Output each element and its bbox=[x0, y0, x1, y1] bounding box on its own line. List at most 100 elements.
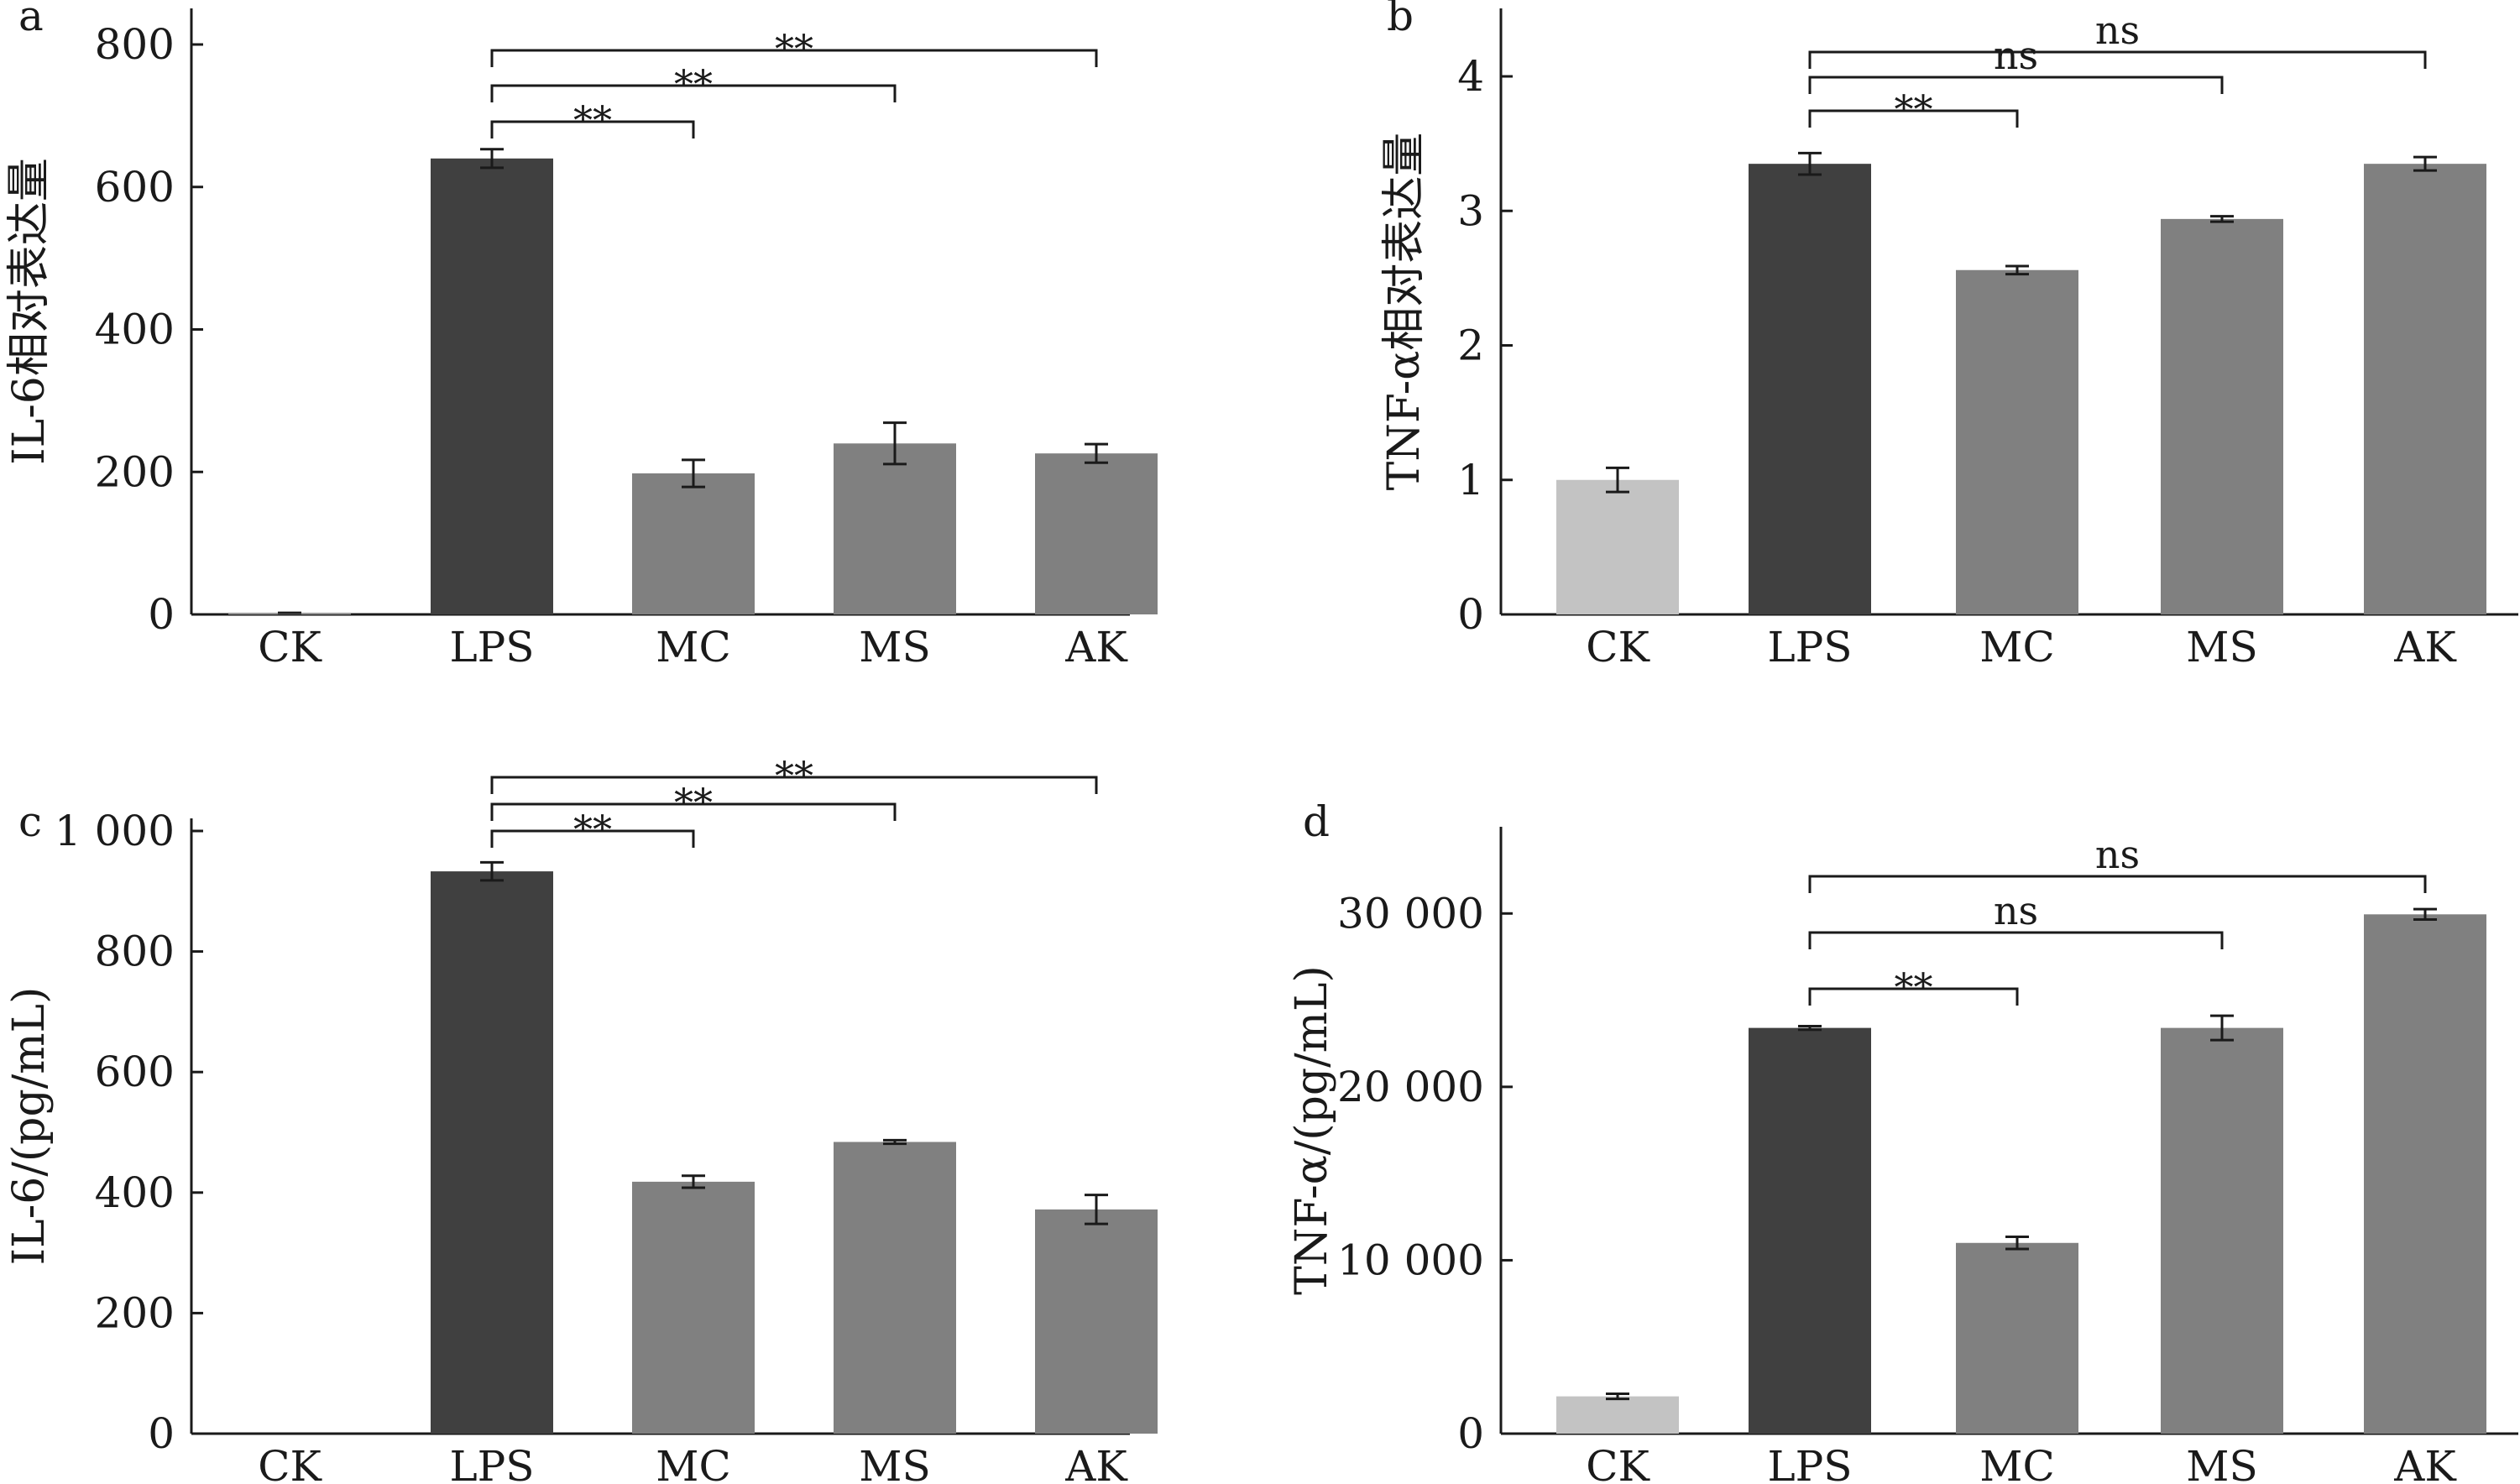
significance-bracket bbox=[490, 84, 897, 102]
error-bar-mc bbox=[2005, 1236, 2029, 1251]
panel-letter: a bbox=[18, 0, 44, 40]
x-tick-label-ck: CK bbox=[258, 1442, 322, 1484]
chart-panel-a: a 0 200 400 600 800 IL-6相对表达量 CK LPS MC MS AK ** ** ** bbox=[4, 0, 1158, 671]
panel-letter: b bbox=[1387, 0, 1414, 40]
error-bar-ms bbox=[883, 421, 907, 466]
x-tick-label-ak: AK bbox=[2393, 1442, 2457, 1484]
bar-lps bbox=[431, 871, 553, 1434]
significance-label: ns bbox=[1994, 888, 2038, 933]
error-bar-ak bbox=[1085, 442, 1108, 464]
x-tick-label-lps: LPS bbox=[449, 1442, 534, 1484]
significance-bracket bbox=[490, 829, 695, 848]
significance-bracket bbox=[490, 120, 695, 138]
significance-bracket bbox=[490, 802, 897, 821]
y-tick-label: 10 000 bbox=[1337, 1236, 1484, 1284]
x-tick-label-mc: MC bbox=[1979, 623, 2054, 671]
y-tick-label: 200 bbox=[95, 447, 175, 496]
y-axis-title: TNF-α相对表达量 bbox=[1379, 133, 1430, 491]
panel-letter: d bbox=[1303, 797, 1330, 846]
error-bar-ms bbox=[2210, 215, 2234, 223]
bar-ms bbox=[2161, 1027, 2283, 1434]
error-bar-ak bbox=[1085, 1194, 1108, 1225]
bar-mc bbox=[632, 473, 755, 614]
error-bar-lps bbox=[480, 148, 504, 170]
significance-bracket bbox=[1808, 987, 2019, 1006]
x-tick-label-lps: LPS bbox=[1767, 1442, 1852, 1484]
significance-label: ** bbox=[775, 753, 813, 798]
x-tick-label-ck: CK bbox=[1586, 623, 1650, 671]
y-tick-label: 2 bbox=[1457, 321, 1484, 370]
chart-panel-c: c 0 200 400 600 800 1 000 IL-6/(pg/mL) CK LPS MC MS… bbox=[4, 753, 1158, 1484]
y-tick-label: 0 bbox=[148, 590, 175, 639]
significance-label: ns bbox=[1994, 33, 2038, 78]
y-tick-label: 30 000 bbox=[1337, 889, 1484, 938]
bar-lps bbox=[1749, 1027, 1871, 1434]
significance-bracket bbox=[1808, 109, 2019, 128]
y-tick-label: 400 bbox=[95, 1168, 175, 1217]
x-tick-label-ak: AK bbox=[2393, 623, 2457, 671]
bar-ak bbox=[1035, 1209, 1158, 1434]
bar-ck bbox=[1556, 479, 1679, 614]
significance-label: ns bbox=[2095, 832, 2140, 877]
error-bar-mc bbox=[682, 458, 705, 489]
significance-label: ns bbox=[2095, 8, 2140, 53]
x-tick-label-ck: CK bbox=[1586, 1442, 1650, 1484]
y-tick-label: 600 bbox=[95, 163, 175, 212]
bar-ak bbox=[2364, 164, 2486, 615]
bar-mc bbox=[632, 1181, 755, 1434]
bar-lps bbox=[1749, 164, 1871, 615]
significance-bracket bbox=[1808, 76, 2224, 94]
y-axis-title: IL-6相对表达量 bbox=[4, 158, 55, 465]
x-tick-label-ms: MS bbox=[859, 1442, 930, 1484]
error-bar-lps bbox=[1798, 1025, 1822, 1032]
error-bar-ck bbox=[1606, 466, 1629, 494]
bar-mc bbox=[1956, 1242, 2078, 1434]
y-tick-label: 0 bbox=[1457, 590, 1484, 639]
chart-panel-b: b 0 1 2 3 4 TNF-α相对表达量 CK LPS MC MS AK ** ns ns bbox=[1379, 0, 2518, 671]
significance-label: ** bbox=[1895, 964, 1933, 1010]
bar-lps bbox=[431, 158, 553, 615]
significance-bracket bbox=[490, 49, 1098, 67]
y-axis-title: TNF-α/(pg/mL) bbox=[1287, 965, 1337, 1295]
y-tick-label: 400 bbox=[95, 306, 175, 354]
y-axis-title: IL-6/(pg/mL) bbox=[4, 987, 55, 1266]
x-tick-label-lps: LPS bbox=[449, 623, 534, 671]
y-tick-label: 800 bbox=[95, 928, 175, 976]
y-tick-label: 800 bbox=[95, 20, 175, 69]
x-tick-label-ms: MS bbox=[2186, 1442, 2257, 1484]
x-tick-label-ak: AK bbox=[1064, 1442, 1128, 1484]
panel-letter: c bbox=[18, 797, 42, 846]
x-tick-label-mc: MC bbox=[1979, 1442, 2054, 1484]
significance-label: ** bbox=[573, 807, 612, 852]
y-tick-label: 1 bbox=[1457, 456, 1484, 504]
error-bar-ms bbox=[2210, 1014, 2234, 1042]
significance-bracket bbox=[1808, 50, 2427, 69]
error-bar-lps bbox=[1798, 151, 1822, 176]
x-tick-label-mc: MC bbox=[656, 623, 730, 671]
x-tick-label-ms: MS bbox=[2186, 623, 2257, 671]
bar-ms bbox=[834, 1142, 956, 1434]
significance-bracket bbox=[490, 776, 1098, 794]
error-bar-ms bbox=[883, 1138, 907, 1146]
x-tick-label-ak: AK bbox=[1064, 623, 1128, 671]
x-tick-label-ck: CK bbox=[258, 623, 322, 671]
bar-ak bbox=[2364, 914, 2486, 1434]
error-bar-lps bbox=[480, 860, 504, 882]
y-tick-label: 200 bbox=[95, 1288, 175, 1337]
error-bar-ak bbox=[2413, 155, 2437, 172]
y-tick-label: 3 bbox=[1457, 186, 1484, 235]
y-tick-label: 600 bbox=[95, 1048, 175, 1096]
significance-label: ** bbox=[775, 26, 813, 71]
significance-bracket bbox=[1808, 875, 2427, 893]
significance-bracket bbox=[1808, 931, 2224, 949]
significance-label: ** bbox=[573, 97, 612, 143]
y-tick-label: 20 000 bbox=[1337, 1063, 1484, 1111]
y-tick-label: 0 bbox=[1457, 1409, 1484, 1458]
error-bar-ck bbox=[1606, 1392, 1629, 1401]
y-tick-label: 1 000 bbox=[55, 807, 175, 855]
bar-mc bbox=[1956, 269, 2078, 614]
y-tick-label: 4 bbox=[1457, 52, 1484, 101]
significance-label: ** bbox=[674, 61, 713, 107]
